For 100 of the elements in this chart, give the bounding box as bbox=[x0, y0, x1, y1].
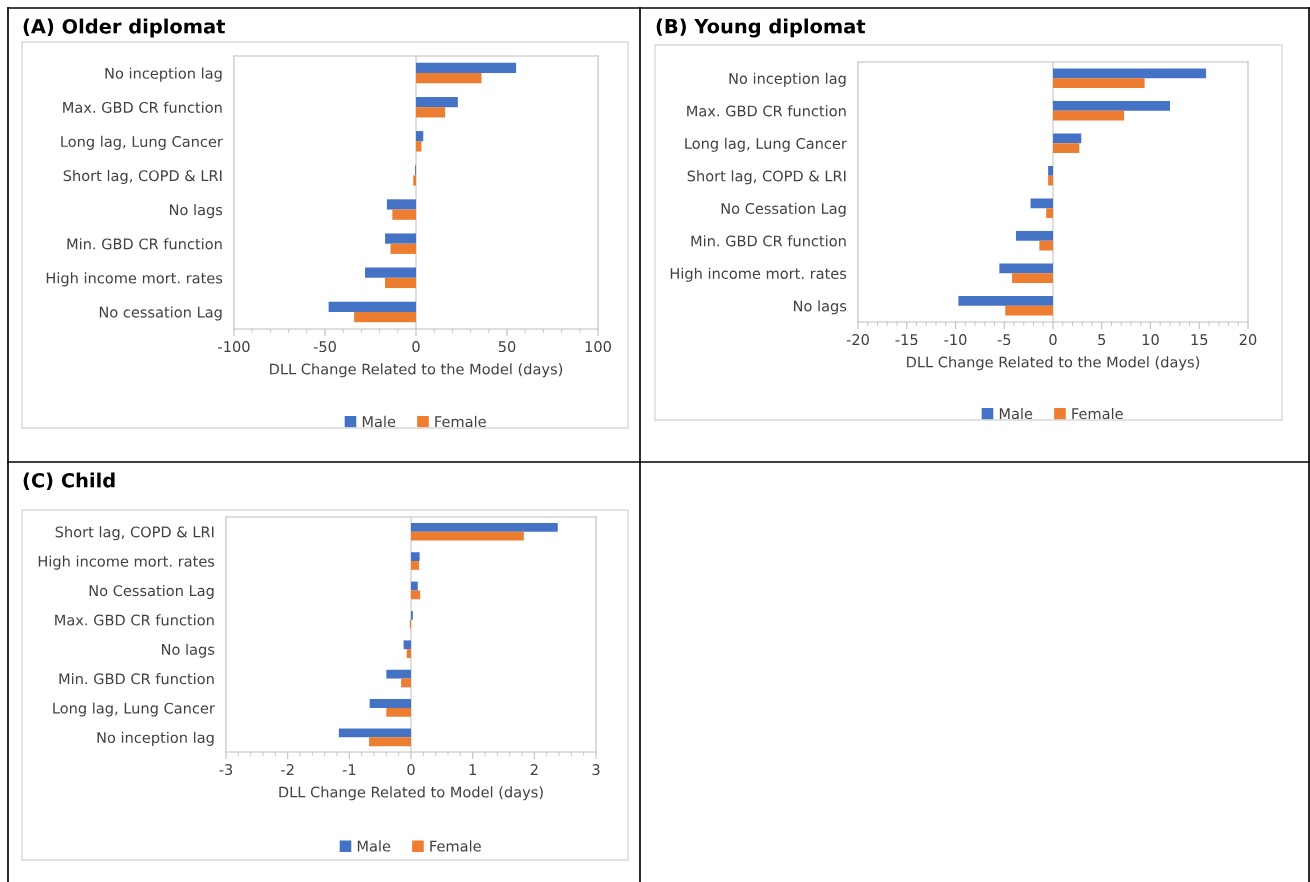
legend-label: Male bbox=[999, 407, 1033, 420]
y-tick-label: Min. GBD CR function bbox=[59, 673, 214, 685]
bar bbox=[958, 296, 1053, 306]
bar bbox=[328, 301, 416, 312]
bar bbox=[411, 552, 420, 562]
y-tick-label: Max. GBD CR function bbox=[687, 105, 846, 117]
bar bbox=[338, 728, 411, 738]
x-tick-label: -1 bbox=[342, 764, 356, 775]
x-tick-label: -20 bbox=[846, 334, 869, 346]
bar bbox=[365, 267, 416, 278]
y-tick-label: No inception lag bbox=[729, 72, 846, 87]
x-tick-label: -2 bbox=[281, 764, 294, 775]
text: (C) Child bbox=[23, 472, 115, 490]
bar bbox=[385, 277, 416, 289]
x-tick-label: 20 bbox=[1239, 334, 1257, 346]
x-axis-title: DLL Change Related to Model (days) bbox=[279, 786, 543, 801]
bar bbox=[403, 640, 411, 650]
y-tick-label: High income mort. rates bbox=[670, 267, 847, 282]
bar bbox=[1053, 101, 1170, 111]
bar bbox=[1039, 240, 1053, 251]
bar bbox=[1048, 166, 1053, 176]
y-tick-label: No cessation Lag bbox=[99, 306, 222, 321]
bar bbox=[386, 669, 411, 679]
legend-label: Female bbox=[1072, 407, 1123, 420]
x-tick-label: -15 bbox=[895, 334, 918, 346]
bar bbox=[385, 233, 416, 244]
bar bbox=[369, 737, 411, 747]
bar bbox=[413, 175, 416, 186]
x-tick-label: -50 bbox=[313, 341, 336, 353]
x-tick-label: 0 bbox=[407, 764, 415, 776]
bar bbox=[1053, 68, 1207, 79]
y-tick-label: High income mort. rates bbox=[38, 555, 215, 570]
y-tick-label: Min. GBD CR function bbox=[67, 238, 222, 250]
y-tick-label: High income mort. rates bbox=[46, 272, 223, 287]
bar bbox=[999, 263, 1053, 274]
bar bbox=[1015, 231, 1053, 241]
legend-label: Female bbox=[430, 840, 481, 852]
bar bbox=[416, 62, 517, 74]
y-tick-label: Long lag, Lung Cancer bbox=[53, 702, 215, 717]
bar bbox=[411, 522, 558, 532]
chart-title: (A) Older diplomat bbox=[23, 18, 226, 38]
y-tick-label: Short lag, COPD & LRI bbox=[687, 170, 846, 185]
bar bbox=[390, 243, 416, 254]
legend-label: Male bbox=[362, 415, 396, 428]
legend-label: Male bbox=[357, 840, 391, 852]
bar bbox=[1053, 110, 1125, 121]
bar bbox=[411, 581, 418, 591]
bar bbox=[1048, 175, 1053, 186]
y-tick-label: Max. GBD CR function bbox=[55, 614, 214, 626]
x-axis-title: DLL Change Related to the Model (days) bbox=[270, 363, 563, 378]
x-tick-label: 2 bbox=[530, 764, 538, 775]
y-tick-label: Long lag, Lung Cancer bbox=[685, 137, 847, 152]
bar bbox=[416, 107, 446, 118]
legend-label: Female bbox=[435, 415, 486, 428]
bar bbox=[416, 96, 458, 108]
x-tick-label: 0 bbox=[1049, 334, 1057, 346]
y-tick-label: Short lag, COPD & LRI bbox=[63, 169, 222, 185]
y-tick-label: No lags bbox=[794, 300, 847, 315]
x-tick-label: 1 bbox=[469, 764, 476, 775]
y-tick-label: No Cessation Lag bbox=[89, 584, 214, 600]
bar bbox=[411, 531, 524, 541]
bar bbox=[1053, 133, 1082, 144]
y-tick-label: Long lag, Lung Cancer bbox=[61, 135, 223, 150]
x-tick-label: 15 bbox=[1191, 334, 1208, 346]
x-tick-label: 50 bbox=[498, 341, 516, 353]
bar bbox=[392, 209, 416, 220]
x-tick-label: 10 bbox=[1142, 334, 1159, 346]
y-tick-label: Short lag, COPD & LRI bbox=[55, 526, 214, 541]
x-tick-label: 5 bbox=[1098, 334, 1106, 346]
x-tick-label: 100 bbox=[585, 341, 611, 353]
x-tick-label: -5 bbox=[997, 334, 1011, 346]
x-tick-label: -10 bbox=[944, 334, 967, 346]
y-tick-label: No inception lag bbox=[97, 731, 214, 746]
y-tick-label: No lags bbox=[162, 643, 215, 658]
y-tick-label: No Cessation Lag bbox=[721, 202, 846, 217]
bar bbox=[1030, 198, 1053, 209]
bar bbox=[369, 699, 411, 708]
bar bbox=[411, 561, 420, 570]
bar bbox=[1053, 78, 1145, 88]
bar bbox=[386, 707, 411, 717]
bar bbox=[416, 131, 424, 142]
bar bbox=[354, 311, 416, 323]
x-tick-label: 3 bbox=[592, 764, 600, 776]
bar bbox=[1012, 273, 1053, 283]
bar bbox=[406, 649, 411, 658]
x-axis-title: DLL Change Related to the Model (days) bbox=[907, 356, 1200, 371]
x-tick-label: -100 bbox=[218, 341, 250, 353]
y-tick-label: Max. GBD CR function bbox=[63, 101, 222, 113]
x-tick-label: -3 bbox=[219, 764, 233, 776]
bar bbox=[416, 73, 482, 84]
bar bbox=[1005, 305, 1053, 316]
bar bbox=[416, 141, 422, 152]
y-tick-label: Min. GBD CR function bbox=[691, 235, 846, 247]
chart-title: (B) Young diplomat bbox=[656, 18, 866, 38]
bar bbox=[1053, 143, 1080, 153]
x-tick-label: 0 bbox=[412, 341, 420, 353]
bar bbox=[401, 678, 411, 688]
y-tick-label: No inception lag bbox=[105, 67, 222, 82]
bar bbox=[386, 199, 416, 210]
y-tick-label: No lags bbox=[170, 204, 223, 219]
